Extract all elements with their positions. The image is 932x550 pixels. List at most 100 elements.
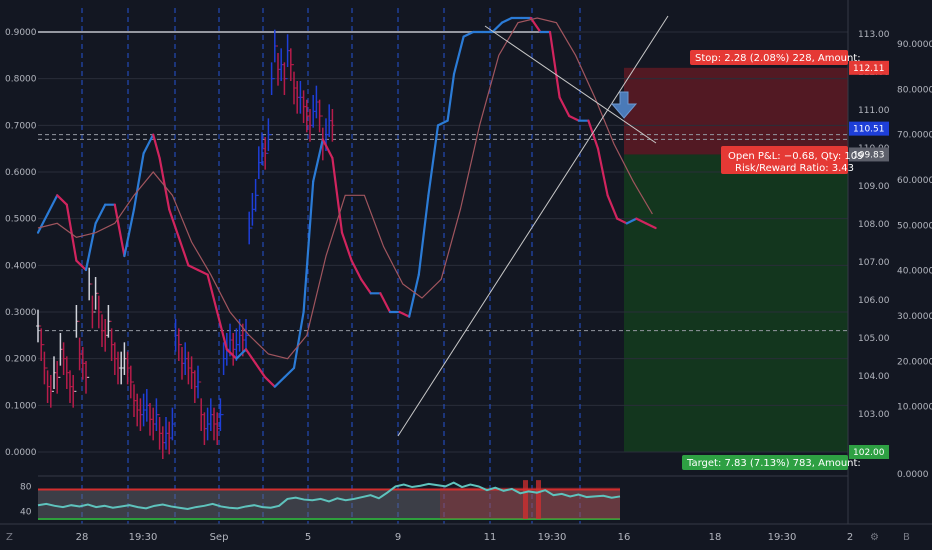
fast-line-segment	[331, 156, 344, 234]
price-axis-tick: 103.00	[858, 410, 890, 420]
trend-line-down[interactable]	[484, 25, 657, 144]
price-axis-tick: 107.00	[858, 258, 890, 268]
fast-line-segment	[587, 119, 600, 150]
fast-line-segment	[446, 72, 456, 122]
fast-line-segment	[321, 138, 334, 160]
percent-axis-tick: 20.0000	[897, 357, 932, 367]
slow-line	[37, 17, 653, 360]
fast-line-segment	[529, 16, 542, 34]
fast-line-segment	[132, 152, 145, 211]
price-axis-tick: 106.00	[858, 296, 890, 306]
fast-line-segment	[644, 222, 657, 230]
fast-line-segment	[292, 310, 305, 370]
fast-line-segment	[500, 16, 513, 24]
time-axis-label: 19:30	[129, 532, 158, 543]
percent-axis-tick: 10.0000	[897, 403, 932, 413]
fast-line-segment	[206, 273, 219, 314]
time-axis-label: 28	[76, 532, 89, 543]
scale-b-icon[interactable]: B	[903, 532, 910, 543]
percent-axis-tick: 90.0000	[897, 40, 932, 50]
fast-line-segment	[558, 96, 571, 118]
left-axis-tick: 0.3000	[5, 308, 37, 318]
time-axis-label: 18	[709, 532, 722, 543]
fast-line-segment	[65, 203, 78, 262]
pnl-label-box	[721, 146, 848, 174]
price-marker-target	[849, 445, 889, 459]
fast-line-segment	[216, 310, 228, 351]
price-axis-tick: 104.00	[858, 372, 890, 382]
percent-axis-tick: 70.0000	[897, 131, 932, 141]
time-axis-label: 19:30	[768, 532, 797, 543]
time-axis-label: 19:30	[538, 532, 567, 543]
left-axis-tick: 0.6000	[5, 168, 37, 178]
fast-line-segment	[36, 212, 49, 234]
fast-line-segment	[312, 138, 324, 183]
oscillator-axis-tick: 80	[20, 482, 32, 492]
fast-line-segment	[244, 348, 257, 365]
trend-line-up[interactable]	[397, 15, 669, 437]
fast-line-segment	[616, 217, 628, 225]
price-marker-text: 112.11	[853, 64, 885, 74]
z-icon[interactable]: Z	[6, 532, 13, 543]
fast-line-segment	[84, 222, 97, 272]
fast-line-segment	[235, 348, 248, 360]
percent-axis-tick: 50.0000	[897, 221, 932, 231]
left-axis-tick: 0.0000	[5, 448, 37, 458]
fast-line-segment	[596, 147, 609, 197]
fast-line-segment	[379, 292, 392, 314]
time-axis-label: 16	[618, 532, 631, 543]
drawing-tools[interactable]	[397, 15, 669, 437]
fast-line-segment	[340, 231, 353, 262]
left-axis-tick: 0.1000	[5, 401, 37, 411]
fast-line-segment	[123, 208, 136, 258]
fast-line-segment	[452, 35, 465, 76]
left-axis-tick: 0.2000	[5, 355, 37, 365]
percent-axis-tick: 40.0000	[897, 267, 932, 277]
fast-line-segment	[187, 264, 200, 272]
fast-line-segment	[152, 133, 161, 160]
pnl-label-text: Open P&L: −0.68, Qty: 109	[728, 151, 863, 162]
price-marker-stop	[849, 60, 889, 75]
fast-line-segment	[177, 236, 190, 267]
price-marker-text: 110.51	[853, 125, 885, 135]
fast-line-segment	[142, 133, 155, 155]
fast-line-segment	[568, 114, 580, 122]
fast-line-segment	[273, 376, 286, 388]
arrow-down-icon[interactable]	[610, 91, 638, 119]
price-marker-text: 109.83	[853, 150, 885, 160]
risk-reward-text: Risk/Reward Ratio: 3.43	[735, 163, 854, 174]
left-axis-tick: 0.9000	[5, 28, 37, 38]
percent-axis-tick: 0.0000	[897, 470, 929, 480]
chart-grid	[38, 8, 848, 524]
time-axis-label: 2	[847, 532, 853, 543]
time-axis-label: 5	[305, 532, 311, 543]
risk-zone	[624, 67, 848, 155]
price-marker-text: 102.00	[853, 448, 885, 458]
fast-line-segment	[548, 30, 561, 99]
fast-line-segment	[302, 180, 315, 314]
time-axis-label: 9	[395, 532, 401, 543]
left-axis-tick: 0.5000	[5, 215, 37, 225]
fast-line-segment	[254, 362, 267, 379]
time-axis-label: 11	[484, 532, 497, 543]
fast-line-segment	[350, 259, 363, 281]
fast-line-segment	[158, 156, 171, 211]
fast-line-segment	[417, 194, 430, 276]
oscillator-pane	[37, 475, 848, 520]
fast-line-segment	[360, 278, 372, 295]
fast-line-segment	[113, 203, 126, 258]
reward-zone	[624, 154, 848, 452]
position-labels: Stop: 2.28 (2.08%) 228, Amount: Target: 7…	[682, 50, 863, 470]
indicator-lines	[36, 16, 657, 388]
settings-gear-icon[interactable]: ⚙	[870, 532, 879, 543]
fast-line-segment	[408, 273, 420, 318]
left-axis-tick: 0.4000	[5, 261, 37, 271]
oscillator-line	[37, 481, 621, 510]
fast-line-segment	[225, 348, 238, 360]
price-axis-tick: 109.00	[858, 182, 890, 192]
fast-line-segment	[196, 268, 209, 276]
fast-line-segment	[398, 310, 411, 318]
percent-axis-tick: 80.0000	[897, 85, 932, 95]
